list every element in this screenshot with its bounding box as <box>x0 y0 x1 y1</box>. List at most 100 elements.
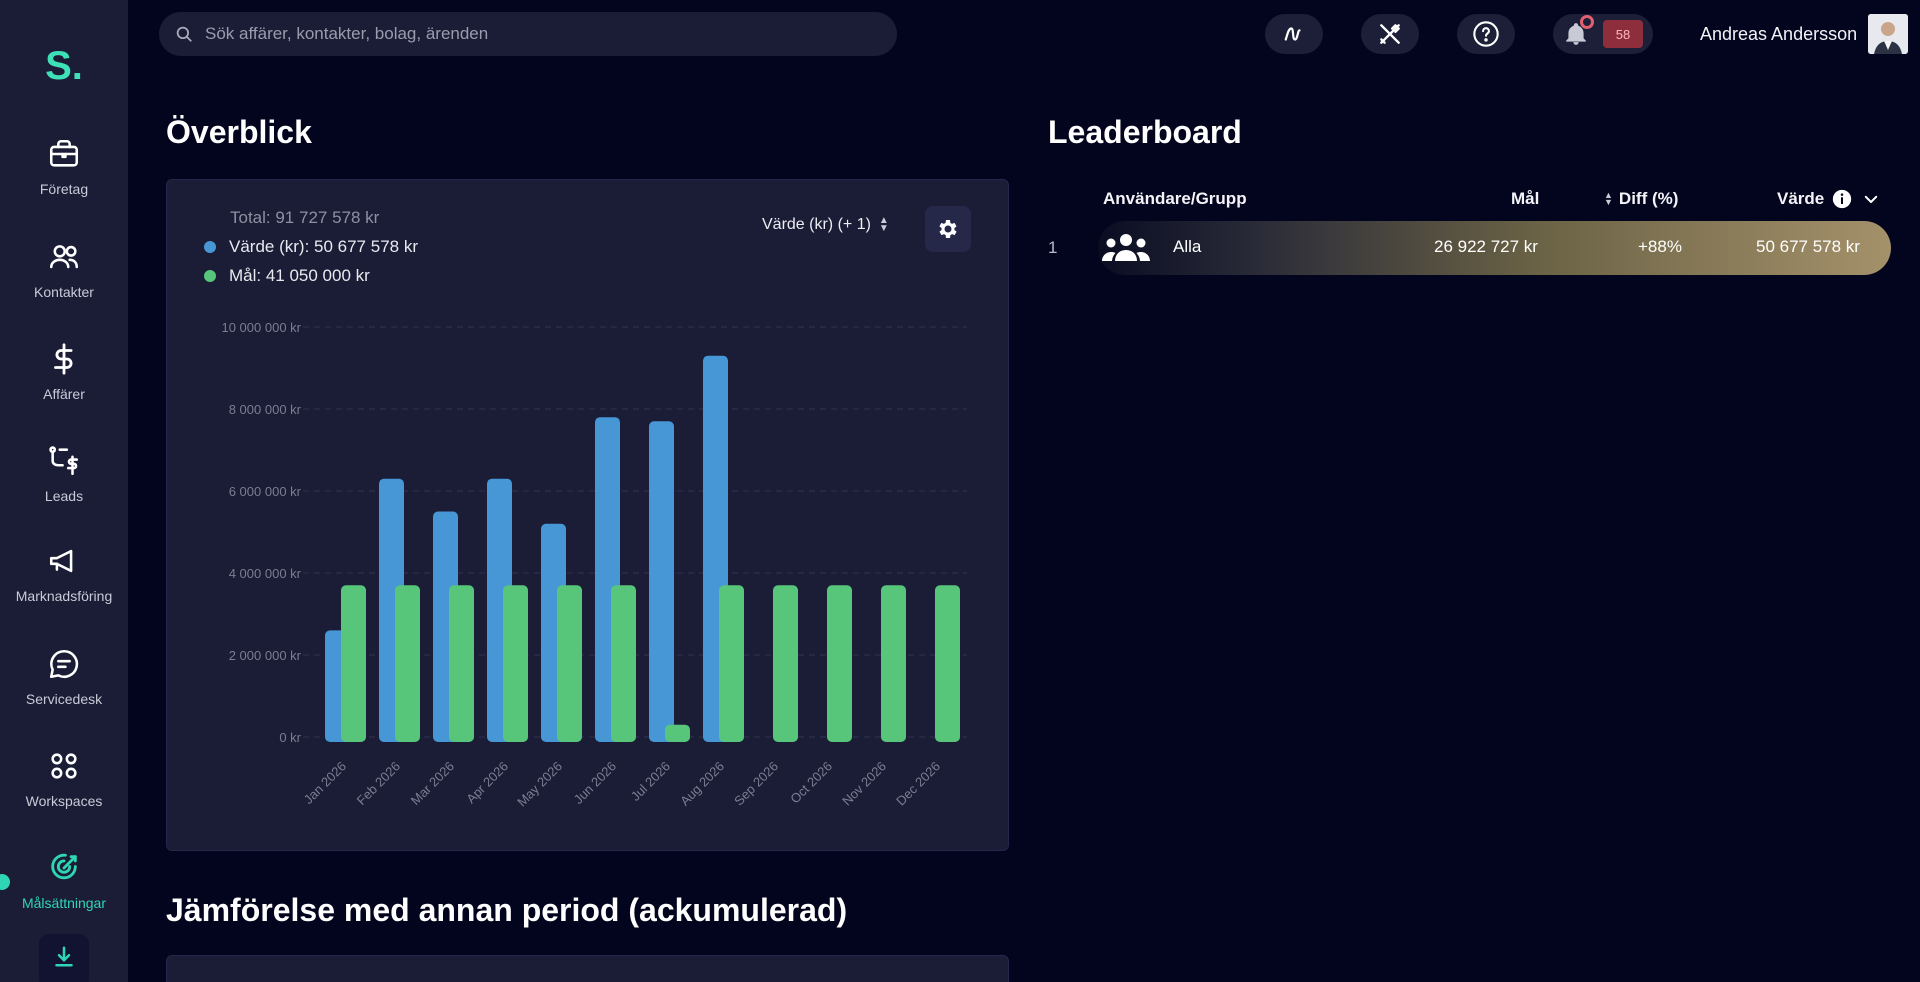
legend-item-value[interactable]: Värde (kr): 50 677 578 kr <box>204 237 418 257</box>
bar-goal <box>611 585 636 742</box>
sidebar-item-kontakter[interactable]: Kontakter <box>0 240 128 300</box>
target-icon <box>51 853 77 880</box>
group-icon <box>1102 234 1150 261</box>
sidebar-item-malsattningar[interactable]: Målsättningar <box>0 851 128 911</box>
sidebar-item-label: Kontakter <box>34 284 94 300</box>
comparison-title: Jämförelse med annan period (ackumulerad… <box>166 892 848 928</box>
activity-button[interactable] <box>1265 14 1323 54</box>
sidebar-item-label: Leads <box>44 488 84 504</box>
user-name[interactable]: Andreas Andersson <box>1700 24 1858 44</box>
metric-select-value: Värde (kr) (+ 1) <box>762 216 871 233</box>
leaderboard-row[interactable]: Alla 26 922 727 kr +88% 50 677 578 kr <box>1098 221 1891 275</box>
x-tick-label: Apr 2026 <box>463 759 511 807</box>
legend-total: Total: 91 727 578 kr <box>230 208 380 227</box>
sidebar-item-label: Marknadsföring <box>15 588 113 604</box>
chevron-down-icon[interactable] <box>1862 190 1880 208</box>
overview-chart-card: Total: 91 727 578 kr Värde (kr): 50 677 … <box>166 179 1009 851</box>
legend-dot-goal <box>204 270 216 282</box>
legend-label-goal: Mål: 41 050 000 kr <box>229 266 370 285</box>
search-input[interactable]: Sök affärer, kontakter, bolag, ärenden <box>159 12 897 56</box>
bar-goal <box>449 585 474 742</box>
x-tick-label: Jul 2026 <box>628 759 673 804</box>
sidebar-item-marknadsforing[interactable]: Marknadsföring <box>0 544 128 604</box>
tools-icon <box>1380 24 1400 44</box>
column-header-value-label: Värde <box>1777 189 1825 208</box>
leaderboard-name: Alla <box>1173 237 1202 256</box>
bell-icon <box>1566 23 1586 45</box>
chart-settings-button[interactable] <box>925 206 971 252</box>
bar-goal <box>827 585 852 742</box>
leaderboard-goal: 26 922 727 kr <box>1434 237 1538 256</box>
column-header-goal[interactable]: Mål <box>1511 189 1540 208</box>
sidebar-item-label: Workspaces <box>25 793 103 809</box>
info-icon[interactable] <box>1832 189 1852 209</box>
y-tick-label: 8 000 000 kr <box>229 402 302 417</box>
tools-button[interactable] <box>1361 14 1419 54</box>
leaderboard-title: Leaderboard <box>1048 114 1242 150</box>
briefcase-icon <box>49 139 79 167</box>
import-button[interactable] <box>39 934 89 982</box>
sidebar-item-foretag[interactable]: Företag <box>0 137 128 197</box>
leaderboard-value: 50 677 578 kr <box>1756 237 1860 256</box>
x-tick-label: Nov 2026 <box>839 759 889 809</box>
bar-goal <box>665 724 690 742</box>
overview-bar-chart: 0 kr 2 000 000 kr 4 000 000 kr 6 000 000 kr… <box>221 320 967 810</box>
megaphone-icon <box>49 549 73 573</box>
x-tick-label: Aug 2026 <box>677 759 727 809</box>
column-header-diff[interactable]: ▲ ▼ Diff (%) <box>1604 189 1678 209</box>
bar-value <box>649 421 674 742</box>
sidebar: S. Företag Kontakter Affärer Leads Markn… <box>0 0 128 982</box>
download-icon <box>55 946 73 967</box>
dollar-icon <box>54 343 73 375</box>
bar-goal <box>881 585 906 742</box>
legend-label-value: Värde (kr): 50 677 578 kr <box>229 237 418 256</box>
x-tick-label: Jun 2026 <box>571 759 619 807</box>
bar-goal <box>395 585 420 742</box>
sidebar-item-workspaces[interactable]: Workspaces <box>0 749 128 809</box>
x-tick-label: Feb 2026 <box>354 759 403 808</box>
column-header-value[interactable]: Värde <box>1777 189 1880 209</box>
avatar[interactable] <box>1868 14 1908 54</box>
leads-icon <box>49 446 79 476</box>
leaderboard-diff: +88% <box>1638 237 1682 256</box>
users-icon <box>49 245 79 269</box>
bar-goal <box>773 585 798 742</box>
sidebar-item-label: Servicedesk <box>25 691 103 707</box>
x-tick-label: Mar 2026 <box>408 759 457 808</box>
x-tick-label: Dec 2026 <box>893 759 943 809</box>
notification-count-badge: 58 <box>1603 20 1643 48</box>
sort-icon: ▲ ▼ <box>1604 190 1613 207</box>
notification-dot <box>1580 15 1594 29</box>
sidebar-item-label: Affärer <box>43 386 85 402</box>
y-tick-label: 6 000 000 kr <box>229 484 302 499</box>
gear-icon <box>939 220 957 238</box>
leaderboard-rank: 1 <box>1048 238 1058 257</box>
sidebar-item-leads[interactable]: Leads <box>0 444 128 504</box>
bar-goal <box>341 585 366 742</box>
sidebar-item-servicedesk[interactable]: Servicedesk <box>0 647 128 707</box>
help-icon <box>1473 21 1499 47</box>
column-header-diff-label: Diff (%) <box>1618 189 1679 208</box>
grid-icon <box>51 753 77 779</box>
x-tick-label: Jan 2026 <box>301 759 349 807</box>
x-tick-label: Sep 2026 <box>731 759 781 809</box>
legend-dot-value <box>204 241 216 253</box>
chat-icon <box>49 649 79 679</box>
help-button[interactable] <box>1457 14 1515 54</box>
y-tick-label: 10 000 000 kr <box>221 320 301 335</box>
x-tick-label: May 2026 <box>514 759 565 810</box>
comparison-card <box>166 955 1009 982</box>
metric-select[interactable]: Värde (kr) (+ 1) ▲ ▼ <box>762 216 889 234</box>
bar-goal <box>935 585 960 742</box>
bar-goal <box>503 585 528 742</box>
sidebar-item-affarer[interactable]: Affärer <box>0 342 128 402</box>
legend-item-goal[interactable]: Mål: 41 050 000 kr <box>204 266 370 286</box>
bar-goal <box>557 585 582 742</box>
app-logo[interactable]: S. <box>45 44 83 88</box>
bar-goal <box>719 585 744 742</box>
column-header-user-group[interactable]: Användare/Grupp <box>1103 189 1247 208</box>
search-placeholder: Sök affärer, kontakter, bolag, ärenden <box>205 24 489 43</box>
pulse-icon <box>1284 27 1301 41</box>
x-tick-label: Oct 2026 <box>787 759 835 807</box>
search-icon <box>176 26 192 42</box>
